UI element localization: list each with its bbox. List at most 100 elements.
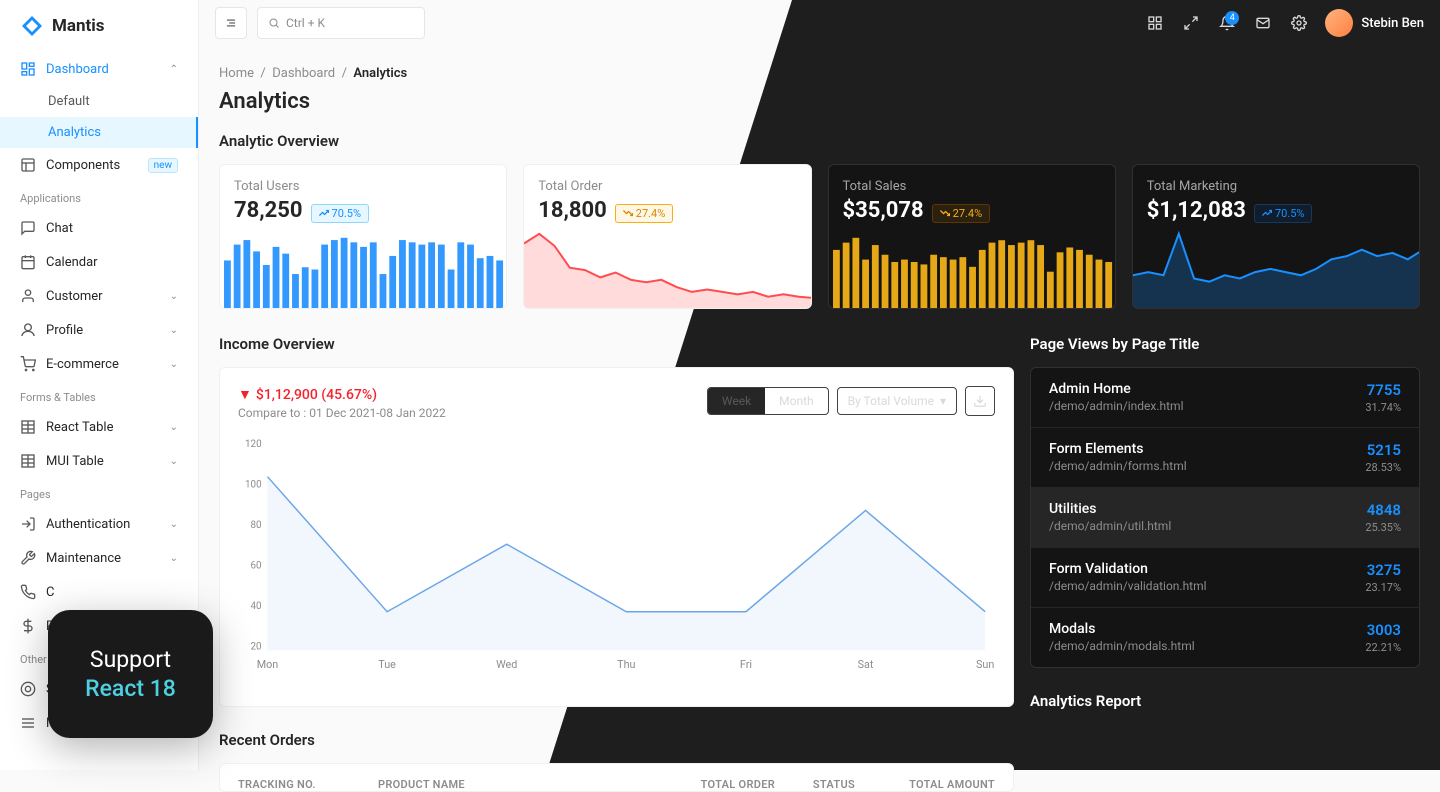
income-chart: 12010080604020MonTueWedThuFriSatSun [238, 436, 995, 676]
download-button[interactable] [965, 386, 995, 416]
new-badge: new [148, 158, 178, 173]
avatar [1325, 9, 1353, 37]
overview-title: Analytic Overview [219, 132, 1420, 150]
table-icon [20, 419, 36, 435]
nav-authentication[interactable]: Authentication⌄ [0, 507, 198, 541]
search-icon [268, 17, 280, 29]
dashboard-icon [20, 61, 36, 77]
nav-maintenance[interactable]: Maintenance⌄ [0, 541, 198, 575]
support-icon [20, 681, 36, 697]
sales-sparkline [829, 230, 1116, 308]
stat-delta-badge: 70.5% [1254, 204, 1313, 223]
support-line1: Support [90, 646, 171, 673]
svg-text:Fri: Fri [740, 658, 752, 671]
search-input[interactable]: Ctrl + K [257, 7, 425, 39]
chevron-down-icon: ⌄ [170, 291, 178, 302]
cart-icon [20, 356, 36, 372]
sidebar-toggle-button[interactable] [215, 7, 247, 39]
nav-default[interactable]: Default [0, 86, 198, 117]
expand-icon[interactable] [1175, 7, 1207, 39]
nav-calendar[interactable]: Calendar [0, 245, 198, 279]
nav-analytics[interactable]: Analytics [0, 117, 198, 148]
chevron-down-icon: ⌄ [170, 422, 178, 433]
page-title: Analytics [219, 89, 1420, 114]
income-value: ▼ $1,12,900 (45.67%) [238, 386, 446, 403]
svg-text:20: 20 [251, 641, 262, 652]
stat-value: $35,078 [843, 198, 924, 223]
income-compare: Compare to : 01 Dec 2021-08 Jan 2022 [238, 406, 446, 420]
pageview-row[interactable]: Form Elements/demo/admin/forms.html52152… [1031, 428, 1419, 488]
logo-icon [20, 14, 44, 38]
nav-profile[interactable]: Profile⌄ [0, 313, 198, 347]
chevron-down-icon: ⌄ [170, 456, 178, 467]
notification-badge: 4 [1225, 11, 1239, 25]
svg-text:Mon: Mon [257, 658, 279, 671]
logo[interactable]: Mantis [0, 0, 198, 52]
svg-text:80: 80 [251, 520, 262, 531]
profile-icon [20, 322, 36, 338]
support-line2: React 18 [85, 675, 176, 702]
orders-table: TRACKING NO. PRODUCT NAME TOTAL ORDER ST… [219, 763, 1014, 792]
menu-icon [20, 715, 36, 731]
month-button[interactable]: Month [765, 388, 827, 414]
support-badge[interactable]: Support React 18 [48, 610, 213, 738]
pageview-row[interactable]: Admin Home/demo/admin/index.html775531.7… [1031, 368, 1419, 428]
stat-value: 78,250 [234, 198, 303, 223]
volume-dropdown[interactable]: By Total Volume ▾ [837, 387, 957, 415]
user-name: Stebin Ben [1361, 16, 1424, 31]
breadcrumb-home[interactable]: Home [219, 66, 254, 81]
messages-icon[interactable] [1247, 7, 1279, 39]
nav-mui-table[interactable]: MUI Table⌄ [0, 444, 198, 478]
col-total-order: TOTAL ORDER [655, 778, 775, 791]
svg-text:40: 40 [251, 601, 262, 612]
nav-chat[interactable]: Chat [0, 211, 198, 245]
orders-sparkline [524, 230, 811, 308]
svg-text:120: 120 [245, 439, 262, 450]
main-content: Home / Dashboard / Analytics Analytics A… [199, 46, 1440, 770]
stat-label: Total Users [234, 179, 492, 194]
period-toggle: Week Month [707, 387, 829, 415]
breadcrumb-dashboard[interactable]: Dashboard [272, 66, 335, 81]
chevron-down-icon: ⌄ [170, 519, 178, 530]
nav-customer[interactable]: Customer⌄ [0, 279, 198, 313]
nav-react-table[interactable]: React Table⌄ [0, 410, 198, 444]
user-menu[interactable]: Stebin Ben [1319, 9, 1424, 37]
stat-delta-badge: 70.5% [311, 204, 370, 223]
stat-delta-badge: 27.4% [932, 204, 991, 223]
chat-icon [20, 220, 36, 236]
stat-label: Total Sales [843, 179, 1101, 194]
settings-icon[interactable] [1283, 7, 1315, 39]
svg-text:Tue: Tue [378, 658, 396, 671]
pageview-row[interactable]: Form Validation/demo/admin/validation.ht… [1031, 548, 1419, 608]
pageviews-title: Page Views by Page Title [1030, 335, 1420, 353]
notifications-icon[interactable]: 4 [1211, 7, 1243, 39]
svg-text:Sun: Sun [976, 658, 994, 671]
apps-icon[interactable] [1139, 7, 1171, 39]
nav-components[interactable]: Components new [0, 148, 198, 182]
customer-icon [20, 288, 36, 304]
recent-orders-title: Recent Orders [219, 731, 1014, 749]
col-status: STATUS [775, 778, 855, 791]
nav-dashboard[interactable]: Dashboard ⌃ [0, 52, 198, 86]
stat-delta-badge: 27.4% [615, 204, 674, 223]
chevron-down-icon: ⌄ [170, 325, 178, 336]
week-button[interactable]: Week [708, 388, 765, 414]
svg-text:Wed: Wed [496, 658, 517, 671]
calendar-icon [20, 254, 36, 270]
breadcrumb: Home / Dashboard / Analytics [219, 66, 1420, 81]
header: Ctrl + K 4 Stebin Ben [199, 0, 1440, 46]
pageview-row[interactable]: Modals/demo/admin/modals.html300322.21% [1031, 608, 1419, 667]
col-amount: TOTAL AMOUNT [855, 778, 995, 791]
col-product: PRODUCT NAME [378, 778, 655, 791]
col-tracking: TRACKING NO. [238, 778, 378, 791]
stat-label: Total Marketing [1147, 179, 1405, 194]
nav-ecommerce[interactable]: E-commerce⌄ [0, 347, 198, 381]
svg-text:Sat: Sat [858, 658, 874, 671]
card-total-marketing: Total Marketing $1,12,08370.5% [1132, 164, 1420, 309]
chevron-up-icon: ⌃ [170, 64, 178, 75]
nav-contact[interactable]: C [0, 575, 198, 609]
pageview-row[interactable]: Utilities/demo/admin/util.html484825.35% [1031, 488, 1419, 548]
brand-name: Mantis [52, 16, 105, 36]
wrench-icon [20, 550, 36, 566]
marketing-sparkline [1133, 230, 1420, 308]
